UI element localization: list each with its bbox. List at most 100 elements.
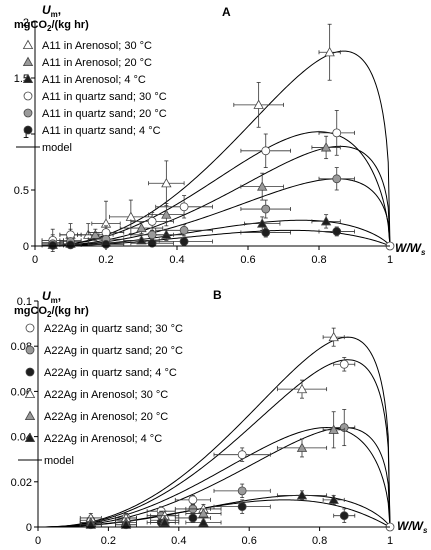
panel-a-data-point: [179, 202, 189, 212]
panel-a-y-tick-label: 1: [23, 129, 29, 141]
panel-b-data-point: [120, 519, 132, 529]
panel-b-data-point: [296, 490, 308, 500]
panel-a-data-point: [66, 240, 75, 250]
panel-b-legend-marker: [25, 323, 35, 333]
panel-a-legend-label: A11 in Arenosol; 20 °C: [42, 57, 152, 69]
panel-a-x-tick-label: 0: [32, 254, 38, 266]
panel-b-data-point: [237, 450, 247, 460]
panel-b-legend-label: A22Ag in quartz sand; 20 °C: [44, 345, 183, 357]
panel-b-xlabel-sub: s: [423, 526, 428, 535]
panel-a-legend-marker: [23, 125, 33, 135]
panel-b-xlabel: W/Ws: [397, 519, 428, 535]
panel-a-legend-marker: [23, 108, 33, 118]
panel-b-legend-marker: [24, 410, 36, 421]
panel-b-x-tick-label: 0.2: [101, 535, 116, 547]
panel-b-data-point: [328, 424, 339, 434]
panel-b-legend-label: A22Ag in Arenosol; 30 °C: [44, 389, 168, 401]
panel-a-x-tick-label: 1: [387, 254, 393, 266]
panel-a-data-point: [136, 235, 147, 245]
panel-b-xlabel-main: W/W: [397, 519, 425, 533]
panel-a-x-tick-label: 0.2: [98, 254, 113, 266]
panel-b-x-tick-label: 0.6: [242, 535, 257, 547]
panel-a-data-point: [332, 227, 342, 236]
panel-a-xlabel-sub: s: [421, 248, 426, 257]
panel-b-data-point: [339, 359, 349, 369]
panel-a-legend-label: A11 in quartz sand; 30 °C: [42, 91, 167, 103]
panel-b-data-point: [198, 517, 209, 527]
panel-a-data-point: [179, 225, 189, 235]
panel-a-data-point: [147, 238, 157, 248]
panel-a-data-point: [101, 239, 111, 249]
panel-a-legend-marker: [22, 56, 34, 66]
panel-b-x-tick-label: 1: [387, 535, 393, 547]
panel-a-data-point: [261, 204, 271, 214]
panel-b-data-point: [159, 517, 170, 527]
panel-a-y-tick-label: 0.5: [14, 185, 29, 197]
panel-b-y-ticks: 00.020.040.060.080.1: [11, 296, 38, 534]
panel-a-data-point: [179, 237, 189, 246]
panel-b-data-point: [296, 383, 308, 394]
panel-b-y-tick-label: 0.1: [17, 296, 32, 308]
panel-b-data-point: [237, 486, 247, 496]
panel-b-ylabel-sub: m: [51, 296, 58, 305]
panel-b-data-point: [328, 494, 339, 504]
panel-a-data-point: [261, 146, 271, 156]
panel-a-data-point: [257, 181, 268, 191]
panel-a-xlabel-main: W/W: [395, 241, 423, 255]
panel-b-ylabel: Um,: [42, 289, 61, 305]
panel-a-ylabel-sub: m: [51, 10, 58, 19]
panel-a-legend-marker: [23, 91, 33, 101]
panel-a-x-tick-label: 0.4: [169, 254, 184, 266]
panel-b-legend-label: A22Ag in quartz sand; 4 °C: [44, 367, 177, 379]
panel-a-data-point: [147, 216, 157, 226]
panel-b-label: B: [213, 288, 222, 302]
panel-b-data-point: [237, 502, 247, 512]
panel-a-data-point: [332, 174, 342, 184]
panel-b-data-point: [85, 519, 96, 529]
panel-a-yunit-sub: 2: [47, 24, 52, 33]
panel-a-legend-label: A11 in Arenosol; 30 °C: [42, 40, 152, 52]
panel-b-data-point: [198, 508, 209, 518]
panel-b-legend-label: A22Ag in Arenosol; 20 °C: [44, 411, 168, 423]
panel-a-legend-marker: [22, 39, 34, 49]
panel-a-data-point: [125, 211, 137, 221]
panel-b-data-point: [188, 513, 198, 523]
panel-a-data-point: [320, 142, 332, 152]
panel-a-x-tick-label: 0.6: [240, 254, 255, 266]
panel-a-legend-marker: [22, 73, 34, 83]
panel-a: A Um, mgCO2/(kg hr) 00.511.52 0 0.2 0.4 0.6…: [14, 3, 426, 266]
panel-b-legend-label: A22Ag in quartz sand; 30 °C: [44, 323, 183, 335]
panel-b-yunit-main: mgCO: [14, 305, 47, 317]
panel-a-data-point: [320, 216, 332, 226]
panel-b-x-tick-label: 0.4: [171, 535, 186, 547]
panel-a-xlabel: W/Ws: [395, 241, 426, 257]
panel-a-data-point: [324, 46, 335, 57]
panel-b-yunit-sub: 2: [47, 310, 52, 319]
panel-a-data-point: [48, 241, 58, 250]
panel-a-y-tick-label: 0: [23, 241, 29, 253]
panel-a-legend-label: model: [42, 142, 72, 154]
panel-a-data-point: [332, 128, 342, 138]
panel-a-x-ticks: 0 0.2 0.4 0.6 0.8 1: [32, 246, 393, 266]
panel-b-legend-marker: [25, 345, 35, 355]
panel-b-data-points: [79, 327, 395, 532]
panel-b: B Um, mgCO2/(kg hr) 00.020.040.060.080.1…: [11, 288, 428, 547]
panel-a-data-point: [136, 222, 147, 233]
panel-a-yunit: mgCO2/(kg hr): [14, 19, 89, 33]
panel-a-data-point: [257, 218, 268, 228]
panel-a-legend-label: A11 in quartz sand; 20 °C: [42, 108, 167, 120]
panel-a-yunit-main: mgCO: [14, 19, 47, 31]
panel-b-legend-marker: [25, 367, 35, 377]
panel-b-model-curve: [38, 359, 391, 528]
panel-a-data-point: [161, 229, 172, 239]
panel-a-legend: A11 in Arenosol; 30 °C A11 in Arenosol; 2…: [16, 39, 167, 154]
panel-b-yunit-tail: /(kg hr): [51, 305, 89, 317]
panel-a-data-point: [261, 228, 271, 237]
panel-b-data-point: [328, 331, 339, 342]
panel-b-data-point: [339, 511, 349, 521]
panel-a-data-point: [147, 230, 157, 240]
panel-b-y-tick-label: 0: [26, 522, 32, 534]
panel-a-data-point: [161, 209, 172, 219]
panel-a-ylabel-main: U: [42, 3, 51, 17]
